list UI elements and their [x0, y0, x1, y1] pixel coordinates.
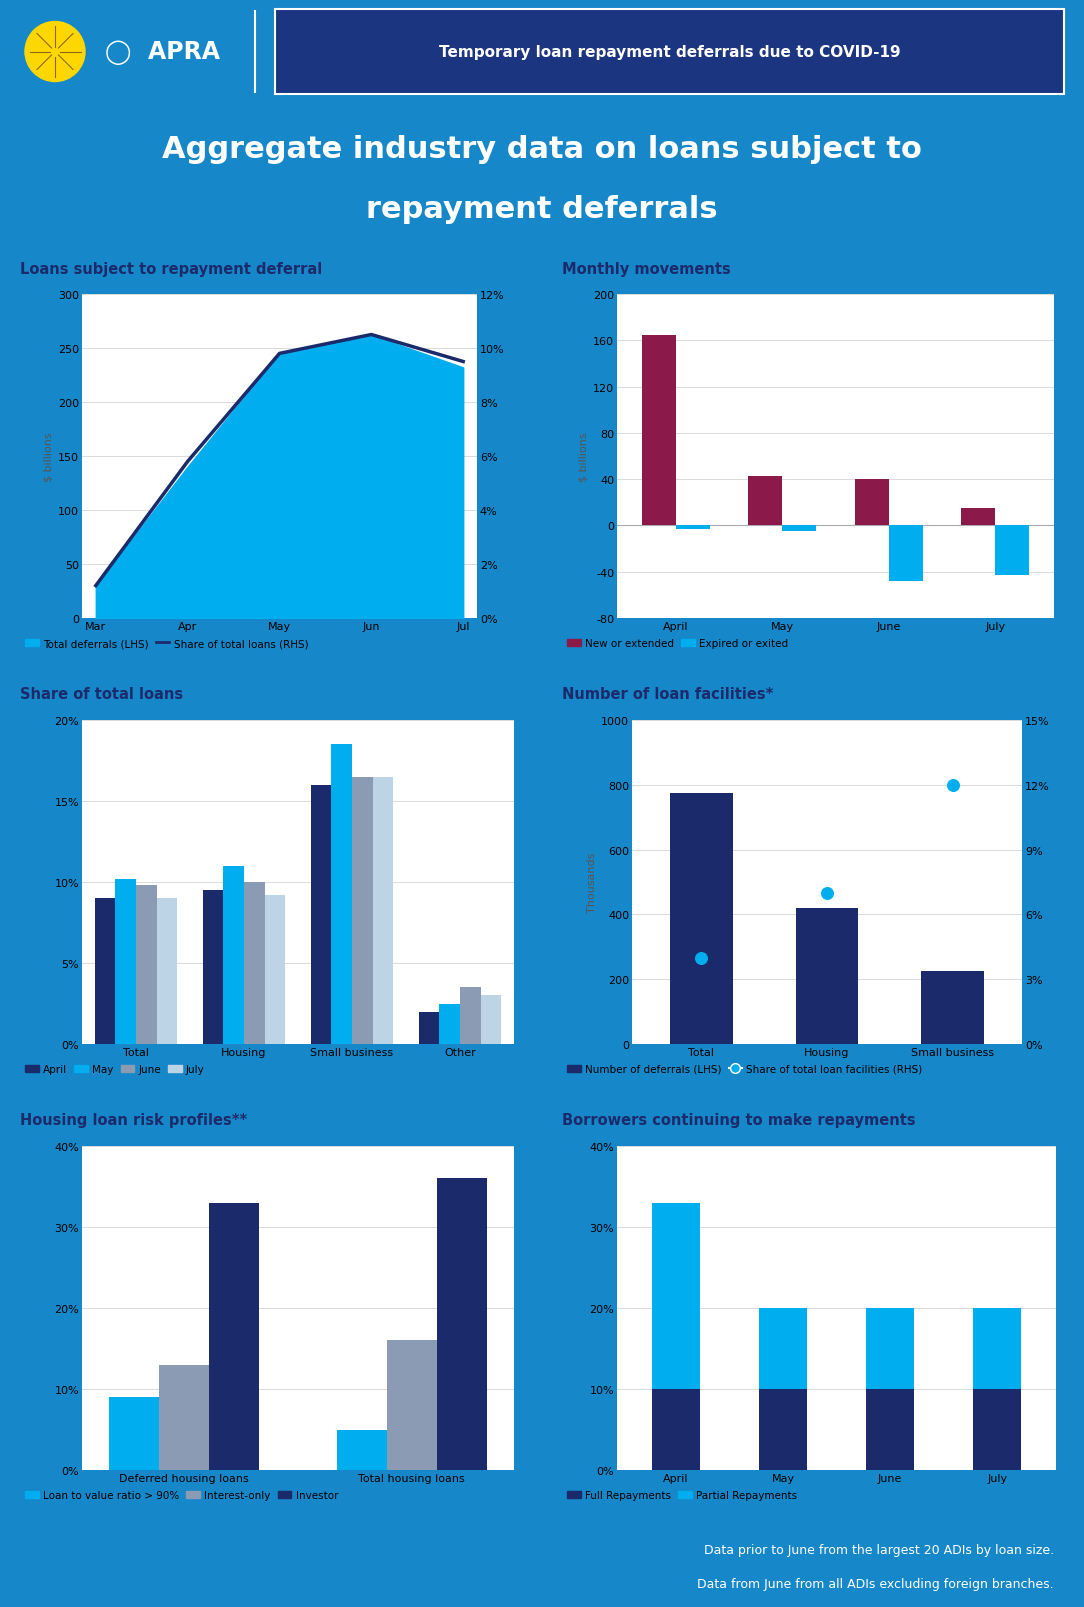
Y-axis label: $ billions: $ billions: [579, 432, 589, 482]
Bar: [866, 1308, 914, 1388]
Text: Data prior to June from the largest 20 ADIs by loan size.: Data prior to June from the largest 20 A…: [704, 1543, 1054, 1556]
Bar: [651, 1388, 700, 1470]
Bar: [387, 1340, 437, 1470]
Legend: April, May, June, July: April, May, June, July: [25, 1064, 205, 1075]
FancyBboxPatch shape: [275, 10, 1064, 95]
Text: Data from June from all ADIs excluding foreign branches.: Data from June from all ADIs excluding f…: [697, 1576, 1054, 1589]
Bar: [675, 525, 710, 530]
Bar: [264, 895, 285, 1045]
Bar: [418, 1012, 439, 1045]
Bar: [373, 778, 393, 1045]
Bar: [759, 1388, 808, 1470]
Bar: [866, 1388, 914, 1470]
Bar: [311, 786, 332, 1045]
Bar: [995, 525, 1030, 575]
Bar: [223, 866, 244, 1045]
Legend: Number of deferrals (LHS), Share of total loan facilities (RHS): Number of deferrals (LHS), Share of tota…: [567, 1064, 922, 1075]
Text: Loans subject to repayment deferral: Loans subject to repayment deferral: [20, 262, 322, 276]
Point: [693, 945, 710, 971]
Circle shape: [25, 22, 85, 82]
Y-axis label: Thousands: Thousands: [588, 852, 597, 913]
Bar: [480, 996, 501, 1045]
Bar: [156, 898, 177, 1045]
Text: repayment deferrals: repayment deferrals: [366, 196, 718, 225]
Text: Aggregate industry data on loans subject to: Aggregate industry data on loans subject…: [163, 135, 921, 164]
Bar: [437, 1178, 487, 1470]
Bar: [796, 908, 859, 1045]
Bar: [973, 1308, 1021, 1388]
Bar: [854, 480, 889, 525]
Bar: [352, 778, 373, 1045]
Bar: [337, 1430, 387, 1470]
Bar: [651, 1204, 700, 1388]
Bar: [209, 1204, 259, 1470]
Bar: [244, 882, 264, 1045]
Text: Number of loan facilities*: Number of loan facilities*: [562, 688, 773, 702]
Bar: [159, 1364, 209, 1470]
Y-axis label: $ billions: $ billions: [44, 432, 54, 482]
Text: ◯  APRA: ◯ APRA: [105, 40, 220, 64]
Text: Housing loan risk profiles**: Housing loan risk profiles**: [20, 1112, 247, 1128]
Bar: [962, 509, 995, 525]
Bar: [921, 972, 984, 1045]
Legend: New or extended, Expired or exited: New or extended, Expired or exited: [567, 638, 788, 649]
Point: [944, 773, 962, 799]
Bar: [460, 988, 480, 1045]
Text: Temporary loan repayment deferrals due to COVID-19: Temporary loan repayment deferrals due t…: [439, 45, 901, 59]
Text: Monthly movements: Monthly movements: [562, 262, 731, 276]
Bar: [109, 1396, 159, 1470]
Bar: [116, 879, 136, 1045]
Legend: Loan to value ratio > 90%, Interest-only, Investor: Loan to value ratio > 90%, Interest-only…: [25, 1490, 338, 1499]
Bar: [759, 1308, 808, 1388]
Legend: Full Repayments, Partial Repayments: Full Repayments, Partial Repayments: [567, 1490, 797, 1499]
Bar: [748, 476, 783, 525]
Bar: [203, 890, 223, 1045]
Legend: Total deferrals (LHS), Share of total loans (RHS): Total deferrals (LHS), Share of total lo…: [25, 638, 308, 649]
Bar: [889, 525, 922, 582]
Point: [818, 881, 836, 906]
Bar: [783, 525, 816, 532]
Text: Share of total loans: Share of total loans: [20, 688, 183, 702]
Bar: [332, 744, 352, 1045]
Bar: [973, 1388, 1021, 1470]
Bar: [95, 898, 116, 1045]
Bar: [439, 1004, 460, 1045]
Text: Borrowers continuing to make repayments: Borrowers continuing to make repayments: [562, 1112, 916, 1128]
Bar: [642, 336, 675, 525]
Bar: [670, 794, 733, 1045]
Bar: [136, 885, 156, 1045]
